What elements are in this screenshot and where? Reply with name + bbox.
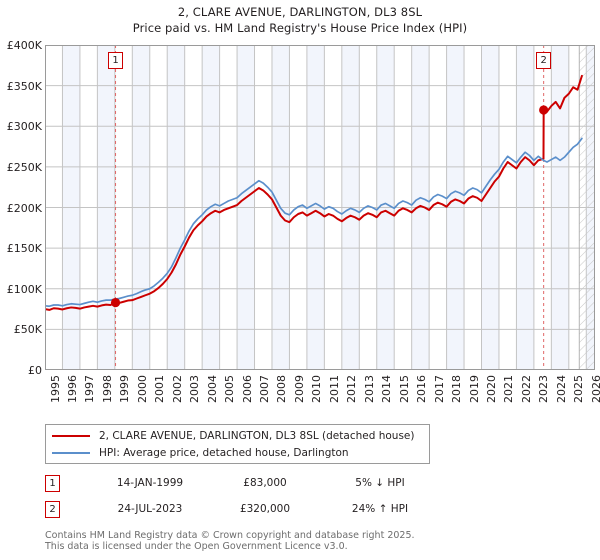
x-tick-label: 2001 (153, 375, 167, 403)
plot-border (45, 45, 595, 370)
transaction-hpi-delta: 5% ↓ HPI (355, 477, 405, 489)
legend-item-price-paid: 2, CLARE AVENUE, DARLINGTON, DL3 8SL (de… (52, 428, 414, 444)
x-tick-label: 2009 (292, 375, 306, 403)
transaction-hpi-delta: 24% ↑ HPI (351, 503, 409, 515)
x-tick-label: 2026 (589, 375, 600, 403)
price-history-line-chart (45, 45, 595, 370)
transaction-marker-dots (110, 105, 549, 308)
x-tick-label: 2025 (572, 375, 586, 403)
legend-swatch-blue (52, 452, 90, 454)
x-tick-label: 2008 (275, 375, 289, 403)
x-tick-label: 2010 (310, 375, 324, 403)
footer-line-1: Contains HM Land Registry data © Crown c… (45, 530, 415, 541)
x-tick-label: 1996 (65, 375, 79, 403)
legend-item-hpi: HPI: Average price, detached house, Darl… (52, 445, 349, 461)
x-tick-label: 2011 (327, 375, 341, 403)
x-tick-label: 2016 (415, 375, 429, 403)
transaction-date: 24-JUL-2023 (117, 503, 183, 515)
marker-flag-1: 1 (108, 52, 124, 69)
y-tick-label: £50K (13, 323, 42, 337)
x-tick-label: 2007 (258, 375, 272, 403)
x-tick-label: 2018 (450, 375, 464, 403)
transaction-marker-lines (115, 45, 545, 370)
y-tick-label: £150K (6, 242, 42, 256)
page-title: 2, CLARE AVENUE, DARLINGTON, DL3 8SL (177, 5, 423, 19)
y-tick-label: £350K (6, 79, 42, 93)
legend-label-hpi: HPI: Average price, detached house, Darl… (99, 447, 349, 459)
y-tick-label: £100K (6, 282, 42, 296)
series-lines (45, 74, 583, 311)
x-tick-label: 2020 (485, 375, 498, 403)
x-tick-label: 2022 (519, 375, 533, 403)
forecast-hatch-region (578, 45, 595, 370)
title-block: 2, CLARE AVENUE, DARLINGTON, DL3 8SL Pri… (0, 0, 600, 36)
x-tick-label: 2002 (170, 375, 184, 403)
x-tick-label: 2021 (502, 375, 516, 403)
x-tick-label: 1995 (48, 375, 62, 403)
footer-line-2: This data is licensed under the Open Gov… (45, 541, 348, 552)
x-tick-label: 2012 (345, 375, 359, 403)
y-tick-label: £250K (6, 160, 42, 174)
transaction-index-badge: 1 (45, 475, 60, 492)
plot-area (45, 45, 595, 370)
legend-label-price-paid: 2, CLARE AVENUE, DARLINGTON, DL3 8SL (de… (99, 430, 415, 442)
y-tick-label: £400K (6, 39, 42, 52)
x-tick-label: 2015 (397, 375, 411, 403)
x-tick-label: 1999 (118, 375, 132, 403)
x-tick-label: 2019 (467, 375, 481, 403)
table-row: 2 24-JUL-2023 £320,000 24% ↑ HPI (45, 500, 445, 520)
gridlines (45, 45, 595, 370)
transaction-price: £83,000 (243, 477, 287, 489)
table-row: 1 14-JAN-1999 £83,000 5% ↓ HPI (45, 474, 445, 494)
y-tick-label: £200K (6, 201, 42, 215)
chart-legend: 2, CLARE AVENUE, DARLINGTON, DL3 8SL (de… (45, 424, 430, 464)
footer-attribution: Contains HM Land Registry data © Crown c… (45, 530, 585, 552)
x-tick-label: 2003 (188, 375, 202, 403)
x-tick-label: 2004 (205, 375, 219, 403)
transaction-price: £320,000 (239, 503, 291, 515)
x-tick-label: 2006 (240, 375, 254, 403)
x-tick-label: 2017 (432, 375, 446, 403)
legend-swatch-red (52, 435, 90, 437)
marker-flag-2: 2 (536, 52, 552, 69)
y-tick-label: £300K (6, 120, 42, 134)
transaction-index-badge: 2 (45, 501, 60, 518)
x-tick-label: 2000 (135, 375, 149, 403)
x-tick-label: 2014 (380, 375, 394, 403)
transaction-date: 14-JAN-1999 (116, 477, 184, 489)
x-tick-label: 1997 (83, 375, 97, 403)
page-subtitle: Price paid vs. HM Land Registry's House … (132, 21, 468, 35)
x-tick-label: 1998 (100, 375, 114, 403)
x-tick-label: 2005 (223, 375, 237, 403)
y-tick-label: £0 (28, 364, 42, 377)
x-tick-label: 2013 (362, 375, 376, 403)
x-tick-label: 2024 (554, 375, 568, 403)
x-tick-label: 2023 (537, 375, 551, 403)
